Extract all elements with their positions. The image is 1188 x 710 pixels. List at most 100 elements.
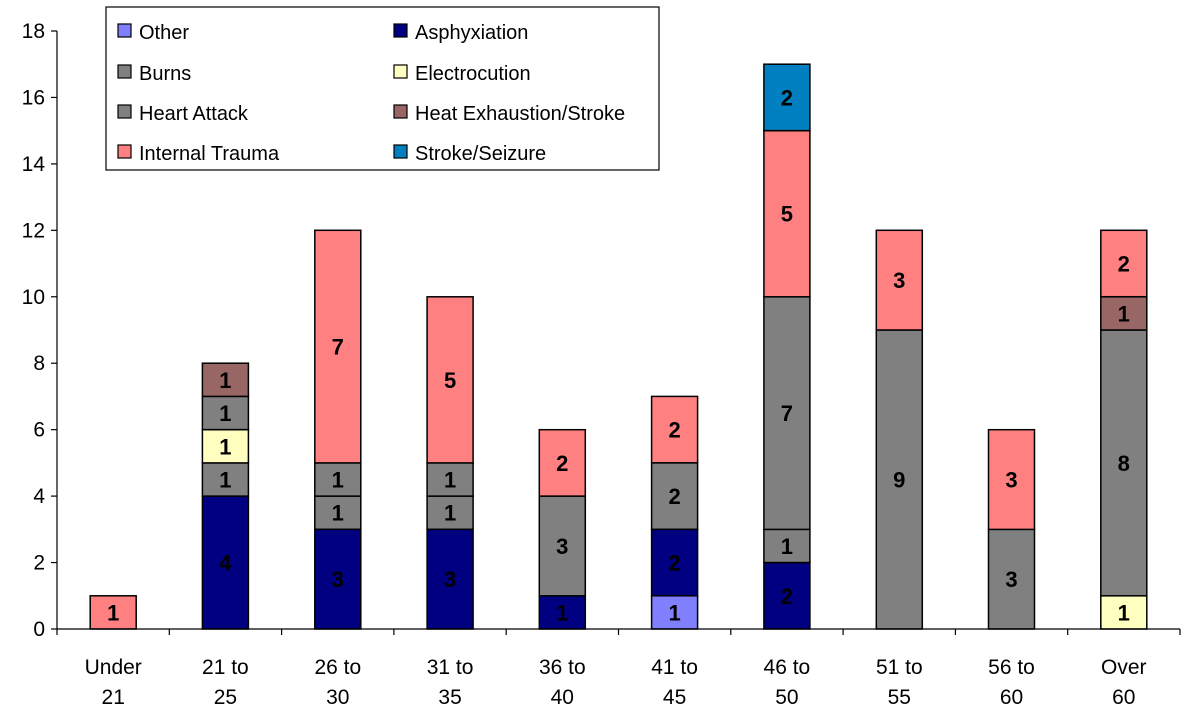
x-tick-label: 40 [551, 686, 574, 709]
legend-swatch [117, 144, 132, 159]
legend-label: Internal Trauma [139, 143, 280, 165]
data-label: 7 [332, 335, 344, 360]
bar-segment [763, 528, 811, 564]
legend-label: Burns [139, 63, 191, 85]
data-label: 1 [556, 600, 568, 625]
bar-segment [314, 229, 362, 464]
legend-label: Heart Attack [139, 103, 249, 125]
data-label: 2 [668, 484, 680, 509]
data-label: 1 [781, 534, 793, 559]
data-label: 1 [107, 600, 119, 625]
data-label: 2 [1118, 252, 1130, 277]
data-label: 1 [219, 468, 231, 493]
data-label: 8 [1118, 451, 1130, 476]
data-label: 1 [1118, 301, 1130, 326]
x-tick-label: 26 to [314, 656, 361, 679]
x-tick-label: 50 [775, 686, 798, 709]
data-label: 2 [781, 584, 793, 609]
bar-segment [763, 561, 811, 630]
data-label: 1 [444, 501, 456, 526]
data-label: 1 [332, 501, 344, 526]
x-tick-label: 55 [888, 686, 911, 709]
x-tick-label: 21 [102, 686, 125, 709]
x-tick-label: Under [85, 656, 142, 679]
legend-label: Electrocution [415, 63, 531, 85]
legend-label: Stroke/Seizure [415, 143, 546, 165]
bar-segment [875, 229, 924, 331]
data-label: 1 [219, 368, 231, 393]
x-tick-label: 31 to [427, 656, 474, 679]
x-tick-label: 35 [438, 686, 461, 709]
x-tick-label: 46 to [764, 656, 811, 679]
y-tick-label: 12 [22, 219, 45, 242]
data-label: 2 [668, 551, 680, 576]
data-label: 4 [219, 551, 232, 576]
legend-swatch [117, 23, 132, 38]
bar-segment [763, 63, 811, 132]
legend-swatch [117, 64, 132, 79]
data-label: 3 [1005, 567, 1017, 592]
x-tick-label: 25 [214, 686, 237, 709]
x-tick-label: 60 [1000, 686, 1023, 709]
data-label: 2 [668, 418, 680, 443]
legend-label: Other [139, 22, 189, 44]
legend-label: Asphyxiation [415, 22, 528, 44]
legend-swatch [393, 144, 408, 159]
x-tick-label: 36 to [539, 656, 586, 679]
bar-segment [650, 395, 699, 464]
data-label: 3 [556, 534, 568, 559]
bar-segment [650, 595, 699, 630]
y-tick-label: 6 [33, 419, 45, 442]
bar-segment [650, 462, 699, 531]
x-tick-label: 45 [663, 686, 686, 709]
bar-segment [538, 495, 587, 597]
bar-segment [201, 462, 250, 497]
x-tick-label: 21 to [202, 656, 249, 679]
y-tick-label: 8 [33, 352, 45, 375]
y-tick-label: 16 [22, 86, 45, 109]
data-label: 5 [781, 202, 793, 227]
x-tick-label: 56 to [988, 656, 1035, 679]
x-tick-label: Over [1101, 656, 1147, 679]
data-label: 1 [219, 434, 231, 459]
data-label: 2 [781, 85, 793, 110]
y-tick-label: 4 [33, 485, 45, 508]
y-tick-label: 10 [22, 286, 45, 309]
legend-swatch [393, 104, 408, 119]
x-tick-label: 51 to [876, 656, 923, 679]
bar-segment [987, 428, 1036, 531]
x-tick-label: 60 [1112, 686, 1135, 709]
data-label: 5 [444, 368, 456, 393]
bar-segment [201, 362, 250, 398]
data-label: 1 [444, 468, 456, 493]
legend-label: Heat Exhaustion/Stroke [415, 103, 625, 125]
data-label: 7 [781, 401, 793, 426]
x-tick-label: 30 [326, 686, 349, 709]
data-label: 1 [219, 401, 231, 426]
legend-swatch [393, 23, 408, 38]
bar-segment [987, 528, 1036, 630]
legend: Other Asphyxiation Burns Electrocution Heart… [105, 6, 660, 171]
bar-segment [426, 462, 474, 497]
bar-segment [314, 462, 362, 497]
bar-segment [314, 528, 362, 630]
bar-segment [538, 428, 587, 497]
bar-segment [1100, 229, 1148, 298]
data-label: 3 [893, 268, 905, 293]
legend-swatch [393, 64, 408, 79]
y-tick-label: 14 [22, 153, 46, 176]
bar-segment [426, 296, 474, 464]
x-tick-label: 41 to [651, 656, 698, 679]
legend-box [105, 6, 660, 171]
y-tick-label: 2 [33, 552, 45, 575]
data-label: 1 [1118, 600, 1130, 625]
data-label: 3 [332, 567, 344, 592]
data-label: 9 [893, 468, 905, 493]
y-tick-label: 18 [22, 20, 45, 43]
bar-segment [426, 495, 474, 531]
data-label: 1 [332, 468, 344, 493]
data-label: 2 [556, 451, 568, 476]
